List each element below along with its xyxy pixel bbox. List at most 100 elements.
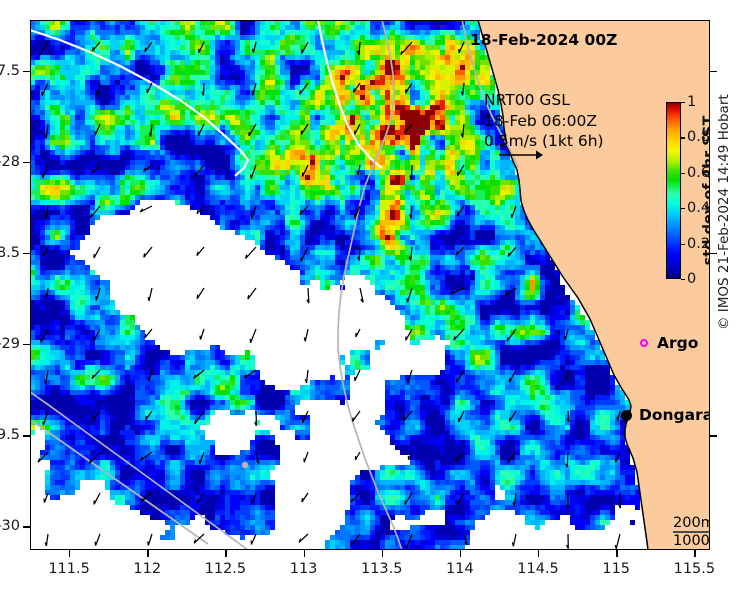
current-vector bbox=[89, 451, 101, 464]
current-vector-head bbox=[147, 296, 150, 302]
current-vector bbox=[456, 205, 465, 217]
current-vector bbox=[507, 246, 517, 258]
current-vector-head bbox=[199, 335, 202, 340]
current-vector-head bbox=[303, 337, 306, 342]
current-vector bbox=[93, 328, 101, 341]
current-vector bbox=[143, 246, 153, 258]
current-vector bbox=[455, 369, 465, 383]
y-tick-right bbox=[710, 253, 717, 255]
current-vector-head bbox=[198, 460, 201, 465]
current-vector bbox=[141, 492, 153, 503]
current-vector-head bbox=[404, 129, 407, 134]
current-vector bbox=[250, 533, 257, 545]
current-vector bbox=[513, 492, 517, 507]
colorbar-title: std dev of 4hr SST comp bbox=[701, 115, 710, 266]
current-vector-head bbox=[301, 497, 304, 503]
current-vector bbox=[43, 246, 49, 257]
x-tick bbox=[459, 550, 462, 557]
current-vector-head bbox=[140, 497, 144, 502]
current-vector bbox=[146, 82, 153, 94]
current-vector-head bbox=[93, 415, 96, 420]
current-vector bbox=[243, 369, 257, 379]
current-vector bbox=[44, 369, 49, 385]
current-vector bbox=[194, 164, 205, 177]
current-vector bbox=[91, 41, 101, 52]
current-vector bbox=[93, 492, 101, 505]
current-vector-head bbox=[505, 292, 508, 297]
current-vector bbox=[354, 205, 361, 219]
current-vector-head bbox=[406, 378, 409, 383]
current-vector bbox=[91, 369, 101, 380]
current-vector bbox=[196, 246, 205, 256]
current-vector bbox=[252, 82, 257, 96]
current-vector bbox=[46, 287, 49, 298]
current-vector-head bbox=[511, 542, 515, 547]
current-vector bbox=[202, 82, 205, 96]
current-vector bbox=[358, 41, 361, 55]
y-tick bbox=[23, 70, 30, 73]
current-vector bbox=[615, 533, 621, 550]
current-vector bbox=[248, 123, 257, 137]
isobath-1000m-d bbox=[30, 419, 209, 545]
current-vector bbox=[456, 492, 465, 506]
argo-marker-icon bbox=[640, 339, 648, 347]
current-vector-head bbox=[512, 501, 515, 507]
colorbar-tick bbox=[681, 208, 685, 210]
current-vector-head bbox=[306, 299, 310, 304]
current-vector bbox=[140, 451, 153, 462]
current-vector bbox=[95, 533, 101, 546]
current-vector bbox=[194, 410, 205, 425]
x-tick bbox=[538, 550, 540, 557]
current-vector-field bbox=[37, 41, 622, 550]
y-tick-label: -28 bbox=[0, 154, 20, 171]
current-vector-head bbox=[251, 91, 254, 96]
current-vector-head bbox=[255, 459, 260, 464]
y-tick bbox=[23, 526, 30, 528]
x-tick-label: 114 bbox=[446, 561, 474, 577]
current-vector bbox=[95, 287, 101, 301]
current-vector-head bbox=[406, 298, 409, 303]
current-vector bbox=[40, 328, 49, 343]
current-vector-head bbox=[357, 256, 360, 261]
current-vector-head bbox=[356, 50, 360, 56]
colorbar-tick-label: 0.4 bbox=[687, 200, 710, 217]
x-tick-label: 113 bbox=[289, 561, 318, 577]
current-vector bbox=[355, 328, 361, 338]
current-vector-head bbox=[565, 463, 568, 468]
current-vector bbox=[351, 410, 361, 422]
x-tick bbox=[303, 550, 305, 557]
current-vector-head bbox=[139, 208, 144, 213]
current-vector-head bbox=[299, 90, 302, 95]
current-vector-head bbox=[618, 504, 621, 509]
current-vector bbox=[300, 246, 309, 262]
current-vector-head bbox=[148, 132, 152, 137]
current-vector bbox=[350, 533, 361, 546]
argo-label: Argo bbox=[657, 334, 699, 352]
current-vector bbox=[404, 492, 413, 505]
current-vector-head bbox=[254, 421, 258, 427]
dongara-place-marker: Dongara bbox=[621, 406, 710, 424]
current-vector bbox=[300, 123, 309, 135]
current-vector-head bbox=[201, 91, 205, 96]
current-vector-head bbox=[350, 498, 354, 503]
current-vector bbox=[143, 164, 153, 173]
map-plot-area: 18-Feb-2024 00Z NRT00 GSL 18-Feb 06:00Z … bbox=[30, 20, 710, 550]
current-vector-head bbox=[408, 256, 412, 261]
colorbar-tick-label: 0 bbox=[687, 271, 697, 287]
current-vector bbox=[94, 123, 101, 136]
current-vector bbox=[357, 164, 361, 176]
current-vector-head bbox=[247, 294, 250, 300]
current-vector bbox=[410, 246, 413, 261]
current-vector bbox=[93, 410, 101, 421]
depth-1000-label: 1000m bbox=[673, 533, 710, 549]
current-vector bbox=[39, 41, 49, 56]
current-vector bbox=[93, 246, 101, 259]
current-product: NRT00 GSL bbox=[484, 91, 570, 109]
current-vector-head bbox=[193, 539, 197, 544]
current-vector bbox=[255, 410, 258, 426]
current-vector-head bbox=[455, 456, 458, 462]
current-vector bbox=[512, 533, 517, 547]
current-vector-head bbox=[565, 504, 569, 510]
current-vector bbox=[457, 164, 465, 176]
current-vector-head bbox=[409, 214, 412, 219]
